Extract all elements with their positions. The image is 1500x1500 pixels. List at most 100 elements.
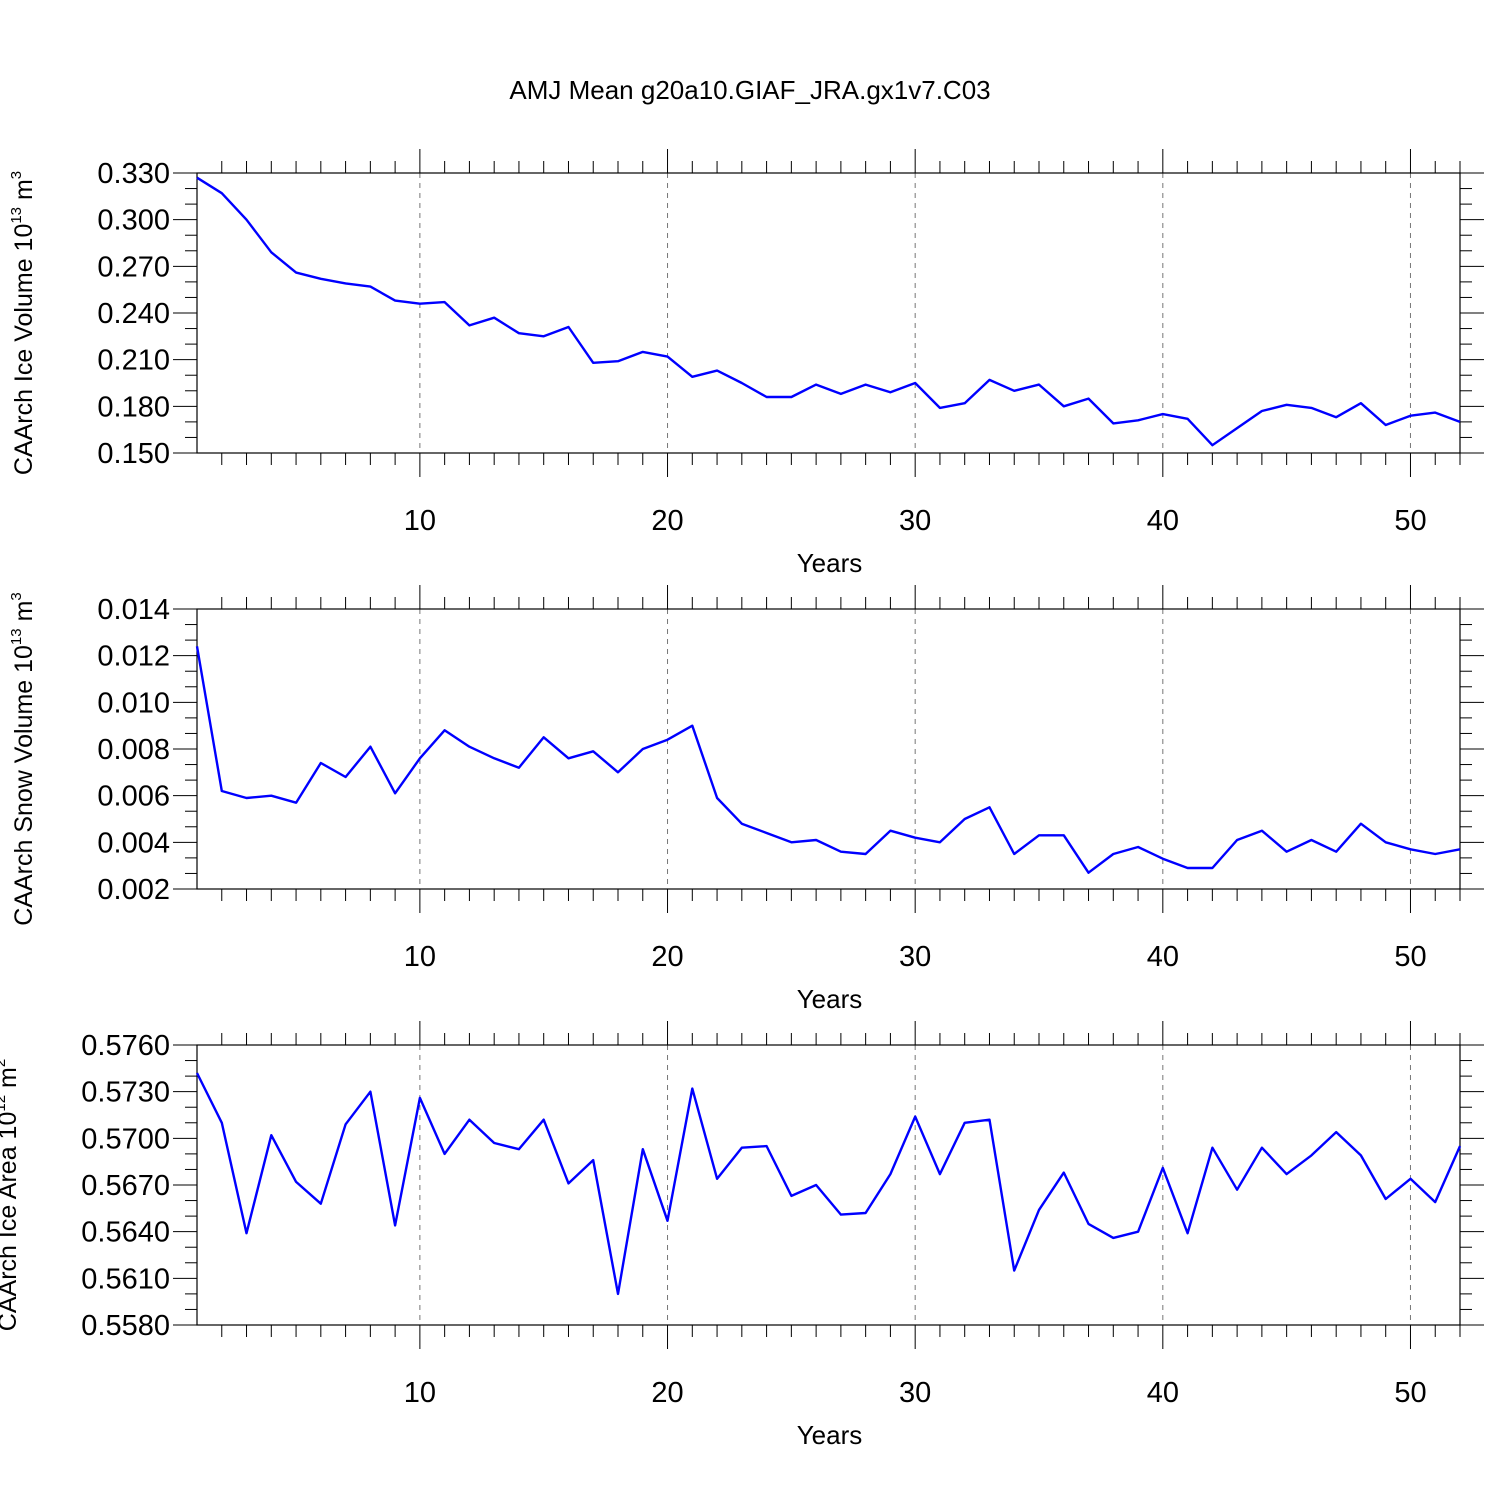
data-point (766, 396, 768, 398)
x-tick-label: 40 (1147, 941, 1179, 973)
data-point (196, 645, 198, 647)
data-point (1013, 390, 1015, 392)
data-point (1360, 823, 1362, 825)
x-tick-label: 10 (404, 941, 436, 973)
data-point (221, 790, 223, 792)
y-axis-title-unit-exponent: 3 (8, 171, 25, 179)
data-point (790, 841, 792, 843)
x-axis-title: Years (797, 1420, 863, 1450)
data-point (518, 1148, 520, 1150)
y-tick-label: 0.5580 (81, 1310, 170, 1342)
y-tick-label: 0.014 (97, 594, 170, 626)
data-point (1310, 407, 1312, 409)
data-point (1088, 1223, 1090, 1225)
data-point (691, 1088, 693, 1090)
data-point (988, 379, 990, 381)
data-point (295, 1181, 297, 1183)
x-tick-label: 30 (899, 941, 931, 973)
data-point (1360, 402, 1362, 404)
data-point (1038, 834, 1040, 836)
data-point (295, 802, 297, 804)
x-tick-label: 50 (1394, 1377, 1426, 1409)
chart-panel-3: 0.5760 0.5730 0.5700 0.5670 0.5640 0.5610 0.55… (0, 1021, 1484, 1450)
data-point (1162, 413, 1164, 415)
x-tick-label: 30 (899, 1377, 931, 1409)
data-point (394, 300, 396, 302)
y-tick-label: 0.010 (97, 687, 170, 719)
data-point (369, 286, 371, 288)
data-point (1211, 444, 1213, 446)
data-point (246, 1232, 248, 1234)
y-axis-title-text: CAArch Ice Volume 10 (10, 224, 38, 476)
data-point (865, 1212, 867, 1214)
y-axis-title: CAArch Ice Volume 1013 m3 (8, 171, 38, 475)
data-point (1385, 841, 1387, 843)
x-axis-title: Years (797, 984, 863, 1014)
y-axis-title-unit: m (10, 179, 38, 207)
y-axis-title-unit-exponent: 2 (0, 1059, 9, 1067)
data-point (914, 382, 916, 384)
data-point (1013, 1270, 1015, 1272)
x-tick-label: 50 (1394, 941, 1426, 973)
data-point (518, 767, 520, 769)
data-point (1335, 851, 1337, 853)
data-point (1063, 1172, 1065, 1174)
data-point (865, 384, 867, 386)
data-point (1211, 1147, 1213, 1149)
data-point (939, 407, 941, 409)
x-tick-label: 30 (899, 505, 931, 537)
y-axis-title-unit: m (0, 1067, 22, 1095)
x-tick-label: 20 (651, 941, 683, 973)
data-point (444, 729, 446, 731)
data-point (592, 750, 594, 752)
data-point (1261, 1147, 1263, 1149)
data-point (617, 771, 619, 773)
data-point (1335, 416, 1337, 418)
x-tick-label: 40 (1147, 505, 1179, 537)
data-point (518, 332, 520, 334)
y-axis-title-unit: m (10, 601, 38, 629)
data-point (1137, 846, 1139, 848)
data-point (369, 746, 371, 748)
data-point (1409, 848, 1411, 850)
data-point (1112, 853, 1114, 855)
y-tick-label: 0.5730 (81, 1077, 170, 1109)
data-point (1236, 839, 1238, 841)
x-tick-label: 10 (404, 505, 436, 537)
data-point (270, 251, 272, 253)
data-point (815, 1184, 817, 1186)
data-point (1187, 1232, 1189, 1234)
data-point (221, 192, 223, 194)
data-point (1038, 384, 1040, 386)
data-point (840, 393, 842, 395)
y-tick-label: 0.008 (97, 734, 170, 766)
data-point (840, 851, 842, 853)
data-point (667, 356, 669, 358)
data-point (939, 841, 941, 843)
y-axis-title: CAArch Snow Volume 1013 m3 (8, 592, 38, 926)
data-point (964, 1122, 966, 1124)
data-point (716, 1178, 718, 1180)
data-point (369, 1091, 371, 1093)
y-tick-label: 0.5640 (81, 1217, 170, 1249)
plot-frame (196, 172, 1461, 454)
data-point (1112, 422, 1114, 424)
data-point (691, 376, 693, 378)
data-point (543, 736, 545, 738)
data-point (1063, 834, 1065, 836)
y-axis-title-unit-exponent: 3 (8, 592, 25, 600)
data-point (840, 1214, 842, 1216)
data-point (1335, 1131, 1337, 1133)
x-axis-title: Years (797, 548, 863, 578)
y-axis-title: CAArch Ice Area 1012 m2 (0, 1059, 22, 1331)
data-point (741, 823, 743, 825)
data-point (419, 303, 421, 305)
data-point (914, 837, 916, 839)
data-point (642, 351, 644, 353)
data-point (1236, 1189, 1238, 1191)
data-point (766, 832, 768, 834)
data-point (716, 370, 718, 372)
data-point (667, 739, 669, 741)
data-point (1459, 848, 1461, 850)
